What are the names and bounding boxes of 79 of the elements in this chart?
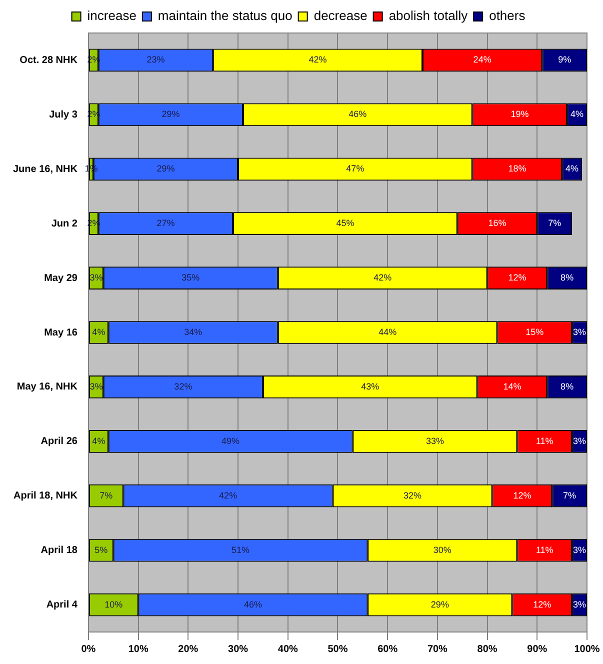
data-label: 51% [232, 544, 250, 555]
y-tick-label: July 3 [49, 109, 78, 120]
legend-label: increase [87, 8, 136, 24]
x-tick-label: 80% [477, 644, 498, 655]
data-label: 29% [162, 109, 180, 120]
data-label: 16% [488, 218, 506, 228]
data-label: 45% [336, 218, 354, 228]
x-tick-label: 10% [128, 644, 148, 655]
data-label: 47% [346, 164, 364, 174]
legend-label: decrease [314, 8, 368, 24]
data-label: 11% [536, 544, 554, 555]
data-label: 29% [156, 164, 175, 174]
data-label: 12% [513, 490, 532, 500]
data-label: 42% [308, 54, 327, 65]
legend-label: abolish totally [388, 8, 468, 24]
data-label: 34% [184, 326, 202, 337]
x-tick-label: 40% [278, 644, 298, 655]
data-label: 3% [573, 326, 586, 337]
legend-label: others [489, 8, 526, 24]
data-label: 4% [570, 109, 584, 120]
data-label: 3% [573, 599, 586, 610]
x-tick-label: 60% [378, 644, 398, 655]
data-label: 44% [378, 326, 397, 337]
y-tick-label: May 16, NHK [16, 382, 78, 393]
y-tick-label: April 4 [46, 600, 78, 611]
data-label: 30% [433, 544, 452, 555]
data-label: 11% [536, 436, 554, 446]
data-label: 43% [361, 381, 380, 392]
data-label: 4% [92, 436, 106, 446]
data-label: 12% [508, 272, 526, 283]
data-label: 46% [244, 599, 262, 610]
x-tick-label: 20% [178, 644, 198, 655]
data-label: 4% [92, 326, 106, 337]
data-label: 7% [548, 218, 562, 228]
data-label: 46% [348, 109, 367, 120]
x-tick-label: 30% [228, 644, 248, 655]
data-label: 18% [508, 164, 526, 174]
data-label: 29% [430, 599, 449, 610]
data-label: 8% [560, 272, 574, 283]
data-label: 9% [558, 54, 572, 65]
data-label: 32% [404, 490, 422, 500]
x-tick-label: 100% [574, 644, 600, 655]
data-label: 10% [104, 599, 123, 610]
data-label: 7% [100, 490, 113, 500]
data-label: 15% [526, 326, 544, 337]
data-label: 35% [182, 272, 200, 283]
x-tick-label: 50% [328, 644, 348, 655]
data-label: 12% [533, 599, 552, 610]
x-tick-label: 70% [427, 644, 448, 655]
data-label: 3% [573, 544, 586, 555]
data-label: 1% [84, 164, 98, 174]
y-tick-label: April 26 [40, 436, 78, 448]
y-tick-label: Jun 2 [51, 218, 78, 230]
y-tick-label: May 29 [44, 272, 78, 284]
y-tick-label: April 18 [40, 545, 78, 556]
y-tick-label: May 16 [44, 327, 78, 338]
data-label: 8% [560, 381, 574, 392]
data-label: 3% [90, 272, 103, 283]
data-label: 5% [94, 544, 108, 555]
data-label: 49% [222, 436, 240, 446]
data-label: 42% [219, 490, 238, 500]
y-tick-label: Oct. 28 NHK [20, 54, 78, 66]
data-label: 24% [473, 54, 492, 65]
x-tick-label: 90% [527, 644, 548, 655]
data-label: 27% [156, 218, 175, 228]
data-label: 7% [563, 490, 576, 500]
data-label: 19% [510, 109, 529, 120]
x-tick-label: 0% [81, 644, 96, 655]
data-label: 32% [174, 381, 192, 392]
y-tick-label: June 16, NHK [12, 164, 78, 175]
y-tick-label: April 18, NHK [14, 490, 78, 502]
data-label: 4% [566, 164, 579, 174]
legend-label: maintain the status quo [158, 8, 292, 24]
data-label: 33% [426, 436, 444, 446]
data-label: 3% [90, 381, 103, 392]
data-label: 14% [503, 381, 522, 392]
data-label: 3% [573, 436, 586, 446]
data-label: 42% [374, 272, 392, 283]
data-label: 23% [146, 54, 165, 65]
